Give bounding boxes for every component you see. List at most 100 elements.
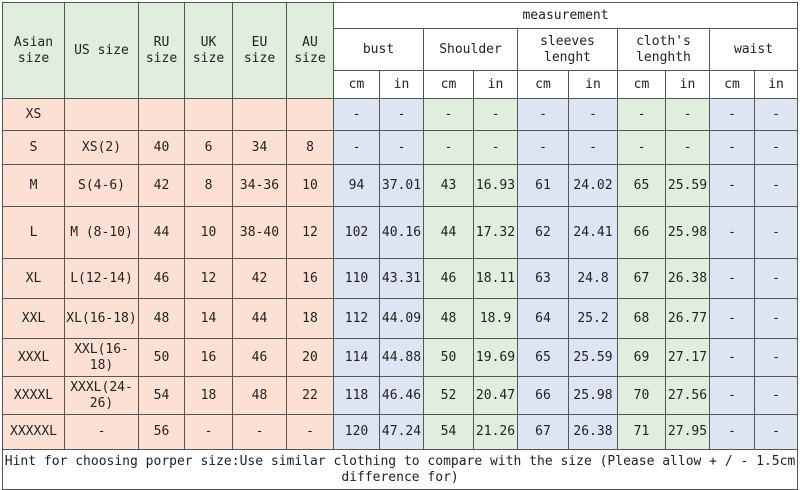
row-shoulder-cm: 48 [423, 298, 474, 339]
row-au-size: 20 [286, 338, 334, 377]
row-sleeves-in: - [568, 98, 618, 131]
row-cloths-in: 25.98 [665, 206, 710, 259]
row-au-size: 8 [286, 130, 334, 165]
row-asian-size: M [2, 164, 65, 207]
row-bust-cm: 120 [333, 414, 380, 450]
row-sleeves-cm: 62 [517, 206, 569, 259]
row-ru-size: 50 [138, 338, 185, 377]
row-bust-cm: 110 [333, 258, 380, 299]
row-eu-size: 48 [232, 376, 287, 415]
row-cloths-cm: 71 [617, 414, 666, 450]
row-shoulder-in: - [473, 130, 518, 165]
row-us-size: XXXL(24-26) [64, 376, 139, 415]
header-ru-size: RU size [138, 2, 185, 99]
row-waist-cm: - [709, 130, 755, 165]
row-ru-size: 48 [138, 298, 185, 339]
row-cloths-cm: 68 [617, 298, 666, 339]
row-ru-size: 42 [138, 164, 185, 207]
header-bust: bust [333, 28, 424, 71]
size-rows: XS - - - - - - - - - - S XS(2) 40 6 34 8- - - - - - - - - - M S(4-6… [2, 98, 799, 450]
row-cloths-cm: 67 [617, 258, 666, 299]
size-row: XS - - - - - - - - - - [2, 98, 799, 131]
row-bust-cm: - [333, 98, 380, 131]
row-shoulder-cm: - [423, 130, 474, 165]
row-uk-size: 10 [184, 206, 233, 259]
row-ru-size: 54 [138, 376, 185, 415]
row-au-size: 16 [286, 258, 334, 299]
row-sleeves-in: 25.98 [568, 376, 618, 415]
row-sleeves-in: 25.59 [568, 338, 618, 377]
row-bust-in: - [379, 98, 424, 131]
header-eu-size: EU size [232, 2, 287, 99]
row-asian-size: XXXL [2, 338, 65, 377]
row-bust-cm: 118 [333, 376, 380, 415]
row-uk-size: - [184, 414, 233, 450]
row-au-size: 10 [286, 164, 334, 207]
header-shoulder: Shoulder [423, 28, 518, 71]
row-cloths-in: 25.59 [665, 164, 710, 207]
row-cloths-in: 26.77 [665, 298, 710, 339]
row-sleeves-in: 24.41 [568, 206, 618, 259]
header-cloths-length: cloth's lenghth [617, 28, 710, 71]
row-au-size: 18 [286, 298, 334, 339]
row-shoulder-cm: 52 [423, 376, 474, 415]
row-cloths-cm: 69 [617, 338, 666, 377]
row-uk-size: 8 [184, 164, 233, 207]
row-asian-size: XXXXXL [2, 414, 65, 450]
row-us-size: L(12-14) [64, 258, 139, 299]
row-cloths-cm: 65 [617, 164, 666, 207]
row-shoulder-in: 20.47 [473, 376, 518, 415]
row-shoulder-cm: 50 [423, 338, 474, 377]
row-asian-size: XS [2, 98, 65, 131]
row-asian-size: L [2, 206, 65, 259]
row-waist-cm: - [709, 298, 755, 339]
row-au-size: - [286, 414, 334, 450]
row-cloths-in: 27.17 [665, 338, 710, 377]
row-sleeves-cm: 63 [517, 258, 569, 299]
row-ru-size: 56 [138, 414, 185, 450]
row-uk-size: 18 [184, 376, 233, 415]
row-sleeves-cm: - [517, 98, 569, 131]
row-sleeves-in: 26.38 [568, 414, 618, 450]
unit-cm: cm [423, 70, 474, 99]
row-ru-size [138, 98, 185, 131]
row-us-size: XL(16-18) [64, 298, 139, 339]
row-cloths-cm: 70 [617, 376, 666, 415]
row-bust-in: 43.31 [379, 258, 424, 299]
row-us-size: - [64, 414, 139, 450]
row-eu-size: 38-40 [232, 206, 287, 259]
row-bust-in: - [379, 130, 424, 165]
row-sleeves-cm: 67 [517, 414, 569, 450]
row-asian-size: XXXXL [2, 376, 65, 415]
row-sleeves-cm: - [517, 130, 569, 165]
size-row: S XS(2) 40 6 34 8- - - - - - - - - - [2, 130, 799, 165]
row-ru-size: 40 [138, 130, 185, 165]
row-bust-in: 44.88 [379, 338, 424, 377]
row-bust-in: 40.16 [379, 206, 424, 259]
row-eu-size: 42 [232, 258, 287, 299]
row-shoulder-in: 17.32 [473, 206, 518, 259]
unit-in: in [379, 70, 424, 99]
row-waist-cm: - [709, 414, 755, 450]
row-uk-size [184, 98, 233, 131]
row-bust-cm: 114 [333, 338, 380, 377]
row-uk-size: 6 [184, 130, 233, 165]
unit-in: in [473, 70, 518, 99]
row-bust-in: 37.01 [379, 164, 424, 207]
row-us-size: XXL(16-18) [64, 338, 139, 377]
row-au-size: 22 [286, 376, 334, 415]
row-eu-size: 34 [232, 130, 287, 165]
row-au-size [286, 98, 334, 131]
row-bust-cm: 94 [333, 164, 380, 207]
row-waist-in: - [753, 164, 799, 207]
header-asian-size: Asian size [2, 2, 65, 99]
row-waist-in: - [753, 130, 799, 165]
header-waist: waist [708, 28, 799, 71]
size-row: XXXXL XXXL(24-26) 54 18 48 22 118 46.46 52 20.47 6… [2, 376, 799, 415]
row-sleeves-cm: 61 [517, 164, 569, 207]
row-cloths-cm: - [617, 130, 666, 165]
size-row: XXXL XXL(16-18) 50 16 46 20 114 44.88 50 19.69 65 2… [2, 338, 799, 377]
row-waist-cm: - [709, 206, 755, 259]
row-eu-size: - [232, 414, 287, 450]
